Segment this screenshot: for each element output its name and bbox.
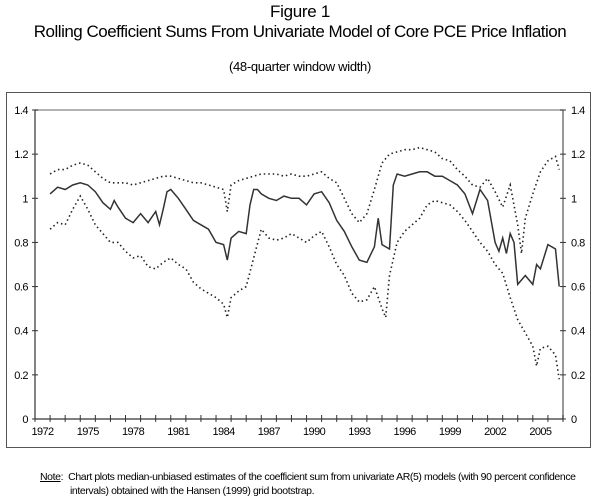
y-tick-label-right: 0.2 bbox=[571, 370, 585, 382]
y-tick-label-right: 0 bbox=[571, 414, 577, 426]
y-tick-label-right: 1.4 bbox=[571, 105, 585, 117]
chart-frame bbox=[6, 92, 591, 448]
chart-subtitle: (48-quarter window width) bbox=[228, 59, 372, 74]
x-tick-label: 2002 bbox=[484, 426, 507, 438]
x-tick-label: 1972 bbox=[32, 426, 55, 438]
chart-note: Note: Chart plots median-unbiased estima… bbox=[40, 470, 600, 498]
note-line-2: intervals) obtained with the Hansen (199… bbox=[70, 485, 315, 497]
y-tick-label-left: 1.2 bbox=[14, 149, 28, 161]
series-lower-bound-line bbox=[49, 194, 560, 380]
y-tick-label-right: 0.4 bbox=[571, 326, 585, 338]
y-tick-label-left: 1.4 bbox=[14, 105, 28, 117]
y-tick-label-left: 0 bbox=[22, 414, 28, 426]
x-tick-label: 1987 bbox=[258, 426, 281, 438]
y-tick-label-left: 0.2 bbox=[14, 370, 28, 382]
y-tick-label-left: 0.8 bbox=[14, 237, 28, 249]
x-tick-label: 1990 bbox=[303, 426, 326, 438]
note-line-1: Chart plots median-unbiased estimates of… bbox=[68, 471, 576, 483]
x-tick-label: 1999 bbox=[439, 426, 462, 438]
y-tick-label-right: 1 bbox=[571, 193, 577, 205]
chart-title: Rolling Coefficient Sums From Univariate… bbox=[33, 22, 567, 41]
figure-label: Figure 1 bbox=[270, 2, 330, 21]
x-tick-label: 1975 bbox=[77, 426, 100, 438]
x-tick-label: 1981 bbox=[167, 426, 190, 438]
series-upper-bound-line bbox=[49, 146, 560, 254]
y-tick-label-right: 0.8 bbox=[571, 237, 585, 249]
x-tick-label: 2005 bbox=[529, 426, 552, 438]
x-tick-label: 1993 bbox=[348, 426, 371, 438]
note-label: Note bbox=[40, 471, 61, 483]
y-tick-label-right: 0.6 bbox=[571, 282, 585, 294]
x-tick-label: 1996 bbox=[394, 426, 417, 438]
y-tick-label-left: 0.4 bbox=[14, 326, 28, 338]
x-tick-label: 1978 bbox=[122, 426, 145, 438]
note-colon: : bbox=[60, 471, 69, 483]
y-tick-label-right: 1.2 bbox=[571, 149, 585, 161]
series-median-line bbox=[49, 171, 560, 287]
y-tick-label-left: 0.6 bbox=[14, 282, 28, 294]
y-tick-label-left: 1 bbox=[22, 193, 28, 205]
x-tick-label: 1984 bbox=[213, 426, 236, 438]
